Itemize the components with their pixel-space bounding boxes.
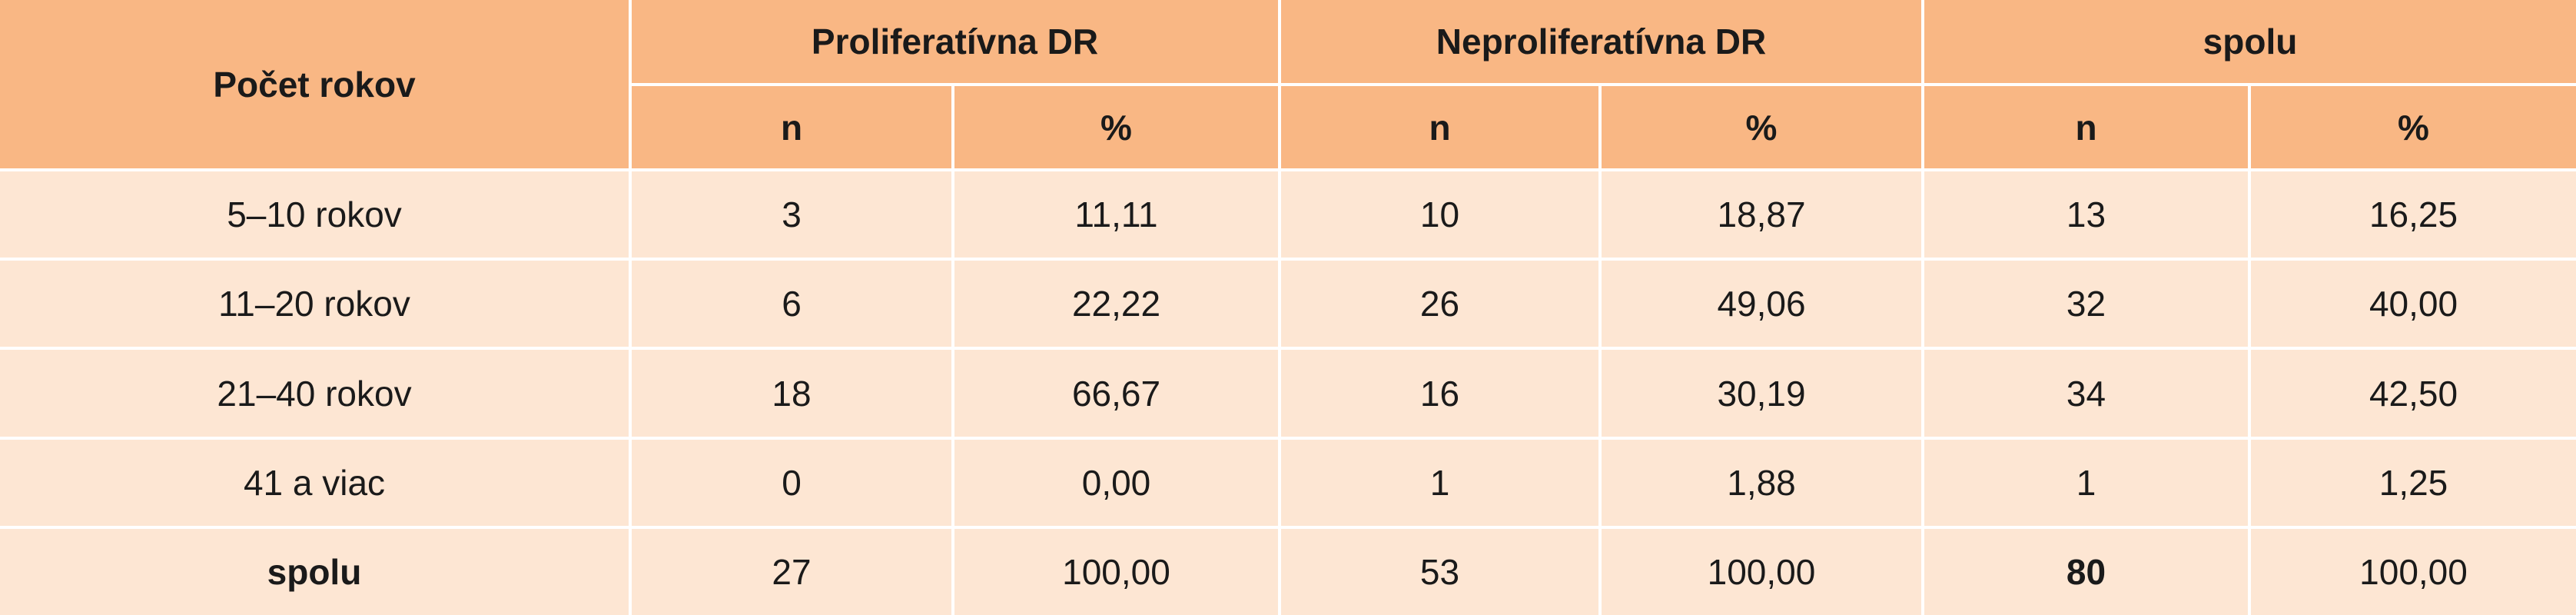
- cell-value: 18: [630, 347, 953, 438]
- cell-value: 100,00: [951, 525, 1280, 615]
- header-row-groups: Počet rokov Proliferatívna DR Neprolifer…: [0, 0, 2576, 171]
- header-group-nonproliferative: Neproliferatívna DR: [1278, 0, 1923, 86]
- cell-value: 10: [1278, 168, 1600, 260]
- cell-value: 100,00: [1598, 525, 1923, 615]
- cell-value: 11,11: [951, 168, 1280, 260]
- table-row: 21–40 rokov 18 66,67 16 30,19 34 42,50: [0, 347, 2576, 438]
- subheader-n: n: [1278, 85, 1600, 170]
- table-row-total: spolu 27 100,00 53 100,00 80 100,00: [0, 525, 2576, 615]
- cell-value: 0: [630, 436, 953, 527]
- table-row: 41 a viac 0 0,00 1 1,88 1 1,25: [0, 436, 2576, 527]
- cell-value: 0,00: [951, 436, 1280, 527]
- row-label: 11–20 rokov: [0, 258, 632, 349]
- cell-value: 32: [1921, 258, 2249, 349]
- cell-value: 30,19: [1598, 347, 1923, 438]
- cell-value-grand-total: 80: [1921, 525, 2249, 615]
- cell-value: 27: [630, 525, 953, 615]
- table-body: 5–10 rokov 3 11,11 10 18,87 13 16,25 11–…: [0, 168, 2576, 615]
- header-row-label: Počet rokov: [0, 0, 632, 171]
- table-row: 11–20 rokov 6 22,22 26 49,06 32 40,00: [0, 258, 2576, 349]
- subheader-percent: %: [2247, 85, 2576, 170]
- cell-value: 34: [1921, 347, 2249, 438]
- cell-value: 16: [1278, 347, 1600, 438]
- cell-value: 16,25: [2247, 168, 2576, 260]
- cell-value: 1: [1278, 436, 1600, 527]
- cell-value: 66,67: [951, 347, 1280, 438]
- cell-value: 1,25: [2247, 436, 2576, 527]
- cell-value: 100,00: [2247, 525, 2576, 615]
- row-label: 21–40 rokov: [0, 347, 632, 438]
- subheader-n: n: [1921, 85, 2249, 170]
- cell-value: 42,50: [2247, 347, 2576, 438]
- cell-value: 40,00: [2247, 258, 2576, 349]
- cell-value: 53: [1278, 525, 1600, 615]
- subheader-percent: %: [1598, 85, 1923, 170]
- cell-value: 26: [1278, 258, 1600, 349]
- cell-value: 13: [1921, 168, 2249, 260]
- cell-value: 1,88: [1598, 436, 1923, 527]
- header-row-sub: n % n % n %: [0, 85, 2576, 170]
- subheader-percent: %: [951, 85, 1280, 170]
- header-group-proliferative: Proliferatívna DR: [630, 0, 1280, 86]
- header-group-total: spolu: [1920, 0, 2576, 86]
- row-label: 5–10 rokov: [0, 168, 632, 260]
- row-label: 41 a viac: [0, 436, 632, 527]
- table-header: Počet rokov Proliferatívna DR Neprolifer…: [0, 0, 2576, 171]
- cell-value: 49,06: [1598, 258, 1923, 349]
- subheader-n: n: [630, 85, 953, 170]
- cell-value: 22,22: [951, 258, 1280, 349]
- cell-value: 3: [630, 168, 953, 260]
- cell-value: 18,87: [1598, 168, 1923, 260]
- cell-value: 1: [1921, 436, 2249, 527]
- cell-value: 6: [630, 258, 953, 349]
- table-row: 5–10 rokov 3 11,11 10 18,87 13 16,25: [0, 168, 2576, 260]
- row-label-total: spolu: [0, 525, 632, 615]
